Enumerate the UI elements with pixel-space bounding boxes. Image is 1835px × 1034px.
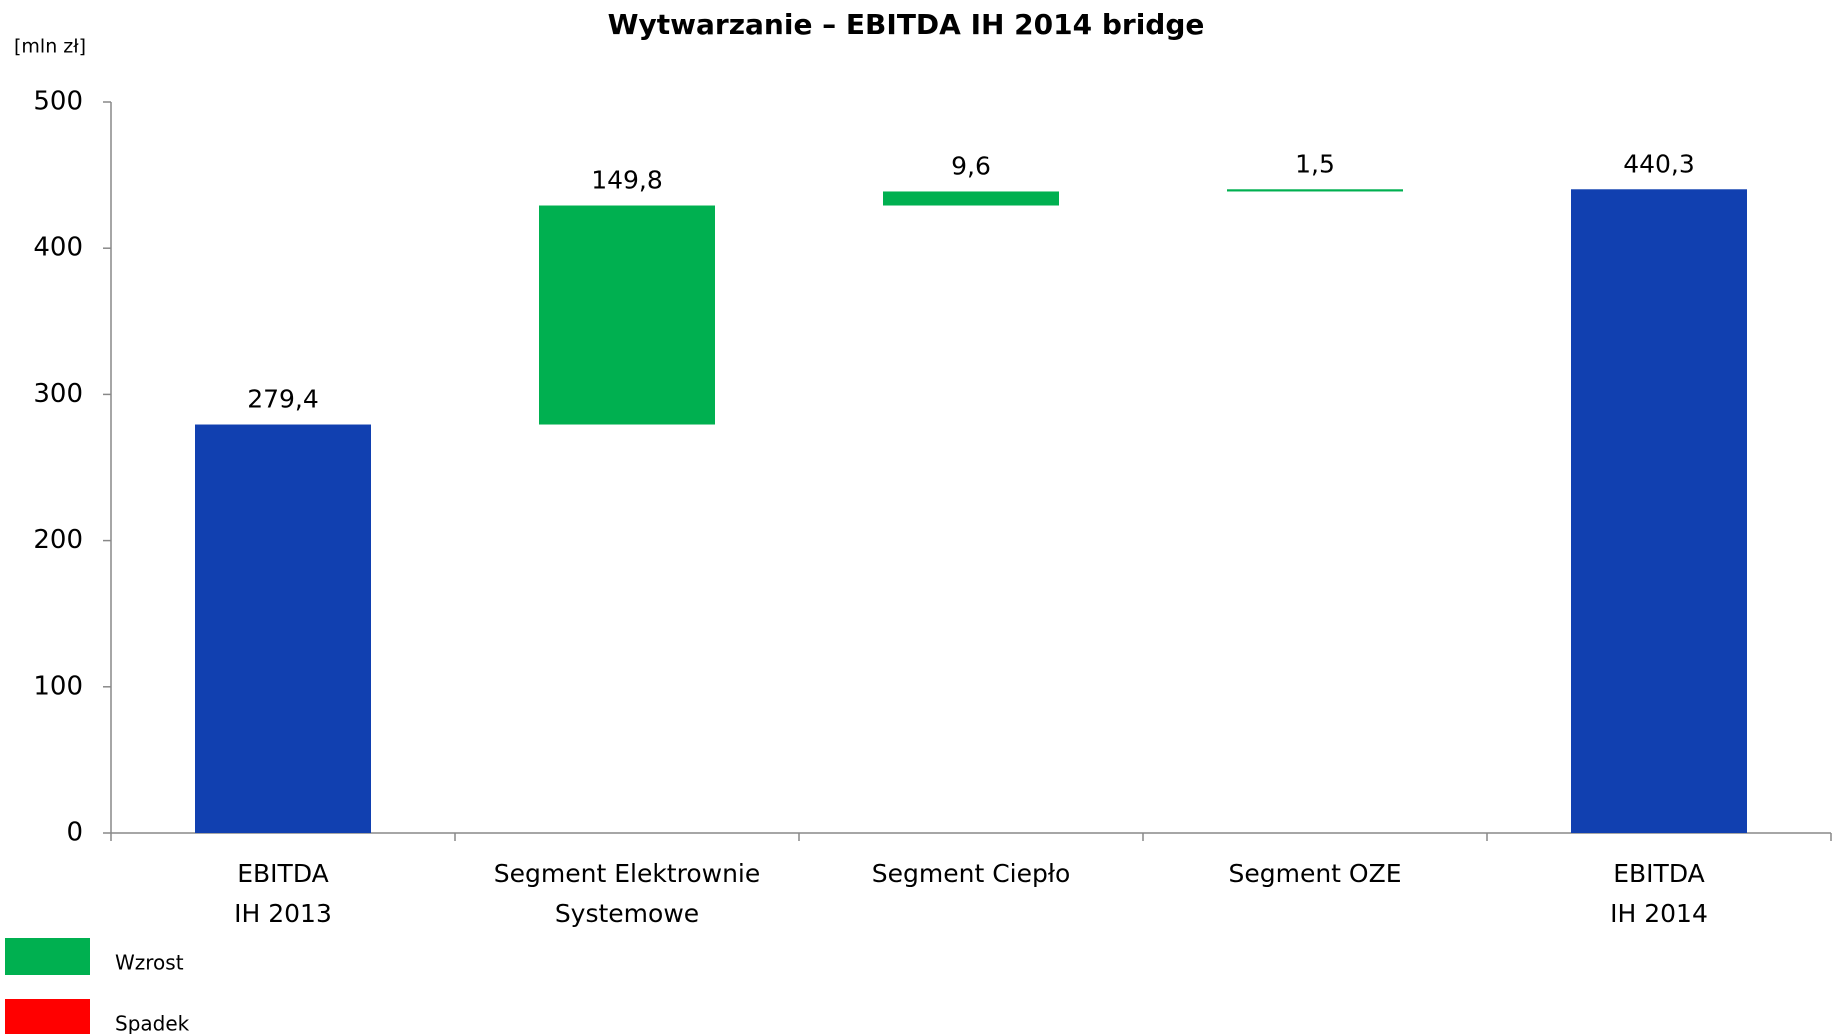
legend-label: Wzrost xyxy=(115,951,184,975)
y-tick-label: 400 xyxy=(33,233,83,263)
bar xyxy=(883,191,1059,206)
y-tick-label: 500 xyxy=(33,87,83,117)
bar xyxy=(195,424,371,833)
value-label: 9,6 xyxy=(951,151,991,180)
x-tick-label: EBITDA IH 2013 xyxy=(234,859,332,928)
y-tick-label: 100 xyxy=(33,671,83,701)
chart-title: Wytwarzanie – EBITDA IH 2014 bridge xyxy=(608,8,1205,41)
x-tick-label: Segment OZE xyxy=(1228,859,1401,888)
value-label: 149,8 xyxy=(591,166,663,195)
x-tick-label: EBITDA IH 2014 xyxy=(1610,859,1708,928)
value-label: 440,3 xyxy=(1623,149,1695,178)
value-label: 279,4 xyxy=(247,385,319,414)
bar xyxy=(539,205,715,425)
legend-swatch xyxy=(5,999,90,1034)
legend-label: Spadek xyxy=(115,1012,190,1034)
y-tick-label: 200 xyxy=(33,525,83,555)
x-tick-label: Segment Ciepło xyxy=(872,859,1071,888)
bar xyxy=(1227,189,1403,192)
value-label: 1,5 xyxy=(1295,149,1335,178)
y-tick-label: 0 xyxy=(66,818,83,848)
bar xyxy=(1571,189,1747,834)
unit-label: [mln zł] xyxy=(14,36,86,58)
legend-swatch xyxy=(5,938,90,975)
x-tick-label: Segment Elektrownie Systemowe xyxy=(494,859,761,928)
y-tick-label: 300 xyxy=(33,379,83,409)
